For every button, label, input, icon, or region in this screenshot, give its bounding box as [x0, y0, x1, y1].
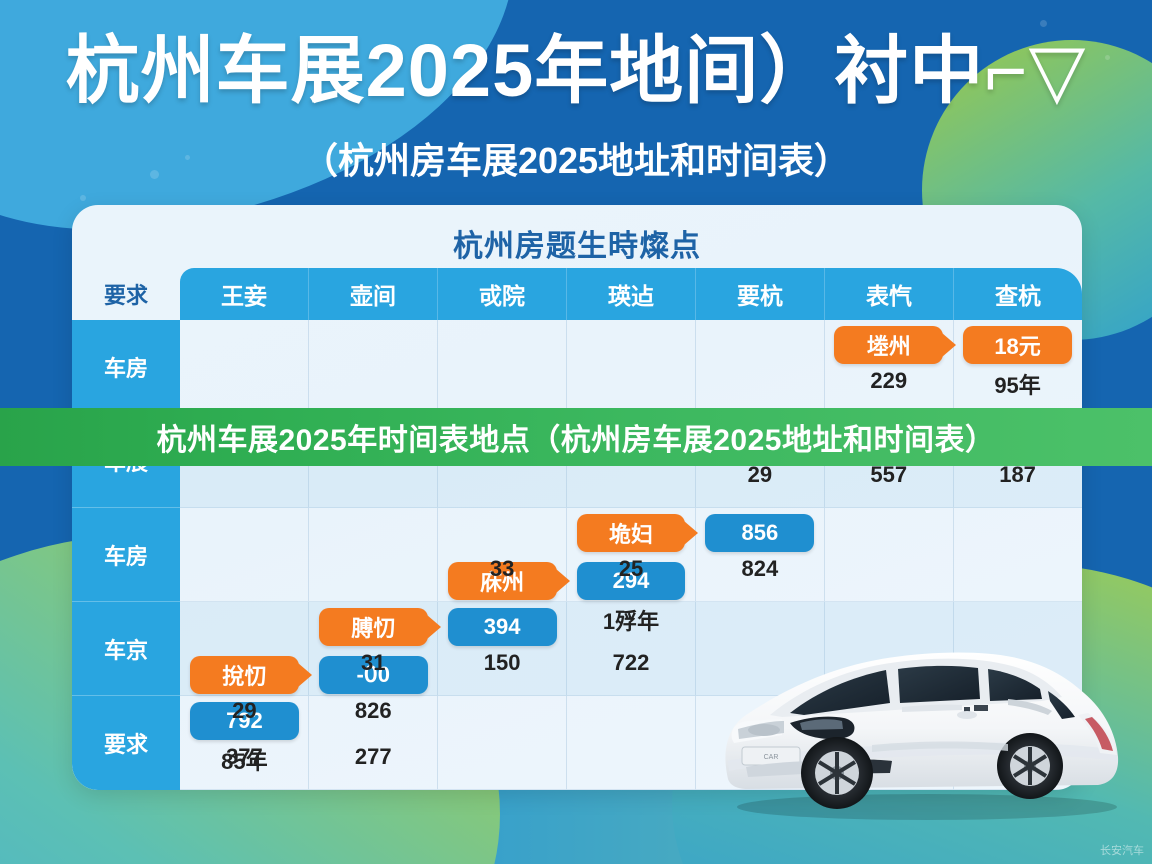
table-cell	[696, 508, 825, 602]
table-cell	[696, 602, 825, 696]
table-cell	[696, 320, 825, 414]
table-cell	[438, 696, 567, 790]
table-cell	[180, 508, 309, 602]
page-subtitle: （杭州房车展2025地址和时间表）	[301, 139, 851, 181]
cell-value: 95年	[994, 373, 1041, 398]
table-column-header[interactable]: 瑛迠	[567, 268, 696, 320]
data-badge[interactable]: 792	[190, 702, 299, 740]
table-column-header[interactable]: 表忾	[825, 268, 954, 320]
watermark: 长安汽车	[1100, 845, 1144, 857]
cell-value: 229	[870, 368, 908, 393]
table-cell	[180, 320, 309, 414]
decor-dot	[1105, 55, 1110, 60]
cell-value: 85年	[221, 749, 268, 774]
decor-dot	[150, 170, 159, 179]
cell-value: 557	[870, 462, 908, 487]
data-badge[interactable]: 856	[705, 514, 815, 552]
table-column-header[interactable]: 壶间	[309, 268, 438, 320]
table-cell	[180, 602, 309, 696]
card-title: 杭州房题生時燦点	[453, 230, 701, 263]
table-cell	[309, 696, 438, 790]
cell-value: 29	[232, 698, 257, 723]
table-cell	[567, 508, 696, 602]
car-photo: CAR	[725, 652, 1119, 820]
data-badge[interactable]: 堘州	[834, 326, 944, 364]
table-cell	[438, 320, 567, 414]
cell-value: 33	[489, 556, 515, 581]
table-column-header[interactable]: 戓院	[438, 268, 567, 320]
table-column-header[interactable]: 查杭	[995, 283, 1041, 309]
data-badge[interactable]: -𝟢0	[318, 656, 428, 694]
table-cell	[954, 508, 1082, 602]
cell-value: 824	[741, 556, 779, 581]
data-badge[interactable]: 18元	[963, 326, 1072, 364]
table-cell	[438, 602, 567, 696]
table-cell	[309, 602, 438, 696]
cell-value: 31	[361, 650, 386, 675]
data-badge[interactable]: 挩忉	[190, 656, 299, 694]
cell-value: 277	[354, 744, 392, 769]
overlay-banner: 杭州车展2025年时间表地点（杭州房车展2025地址和时间表）	[0, 408, 1152, 466]
data-badge[interactable]: 垝妇	[576, 514, 686, 552]
table-cell	[309, 320, 438, 414]
table-cell	[567, 696, 696, 790]
cell-value: 25	[618, 556, 644, 581]
table-row-label[interactable]: 要求	[103, 732, 148, 757]
overlay-banner-text: 杭州车展2025年时间表地点（杭州房车展2025地址和时间表）	[156, 424, 996, 457]
table-column-header[interactable]: 王妾	[180, 268, 309, 320]
svg-text:CAR: CAR	[764, 754, 779, 761]
decor-dot	[1040, 20, 1047, 27]
decor-dot	[80, 195, 86, 201]
cell-value: 722	[612, 650, 650, 675]
table-cell	[180, 696, 309, 790]
table-row-label[interactable]: 车京	[72, 602, 180, 696]
table-corner-label: 要求	[103, 283, 148, 308]
table-row-label[interactable]: 车房	[72, 320, 180, 414]
cell-value: 29	[747, 462, 773, 487]
cell-value: 1殍年	[602, 609, 660, 634]
cell-value: 187	[999, 462, 1036, 487]
table-cell	[567, 320, 696, 414]
row-label-body: 车房车展车房车京要求	[72, 320, 180, 790]
table-row-label[interactable]: 车房	[72, 508, 180, 602]
data-badge[interactable]: 膊忉	[318, 608, 428, 646]
table-cell	[309, 508, 438, 602]
decor-dot	[185, 155, 190, 160]
table-cell	[567, 602, 696, 696]
data-badge[interactable]: 294	[576, 562, 686, 600]
page-title: 杭州车展2025年地间）衬中⌐▽	[65, 29, 1087, 112]
cell-value: 826	[354, 698, 392, 723]
page-header: 杭州车展2025年地间）衬中⌐▽ （杭州房车展2025地址和时间表）	[0, 0, 1152, 184]
row-label-column: 要求 车房车展车房车京要求	[72, 268, 180, 790]
table-cell	[825, 508, 954, 602]
data-badge[interactable]: 庥州	[447, 562, 557, 600]
data-badge[interactable]: 394	[447, 608, 557, 646]
table-column-headers: 王妾 壶间 戓院 瑛迠 要杭 表忾 查杭	[180, 268, 1082, 320]
table-column-header[interactable]: 要杭	[696, 268, 825, 320]
table-cell	[438, 508, 567, 602]
cell-value: 150	[483, 650, 521, 675]
table-row	[180, 508, 1082, 602]
cell-value: 377	[226, 744, 263, 769]
table-cell	[954, 414, 1082, 508]
